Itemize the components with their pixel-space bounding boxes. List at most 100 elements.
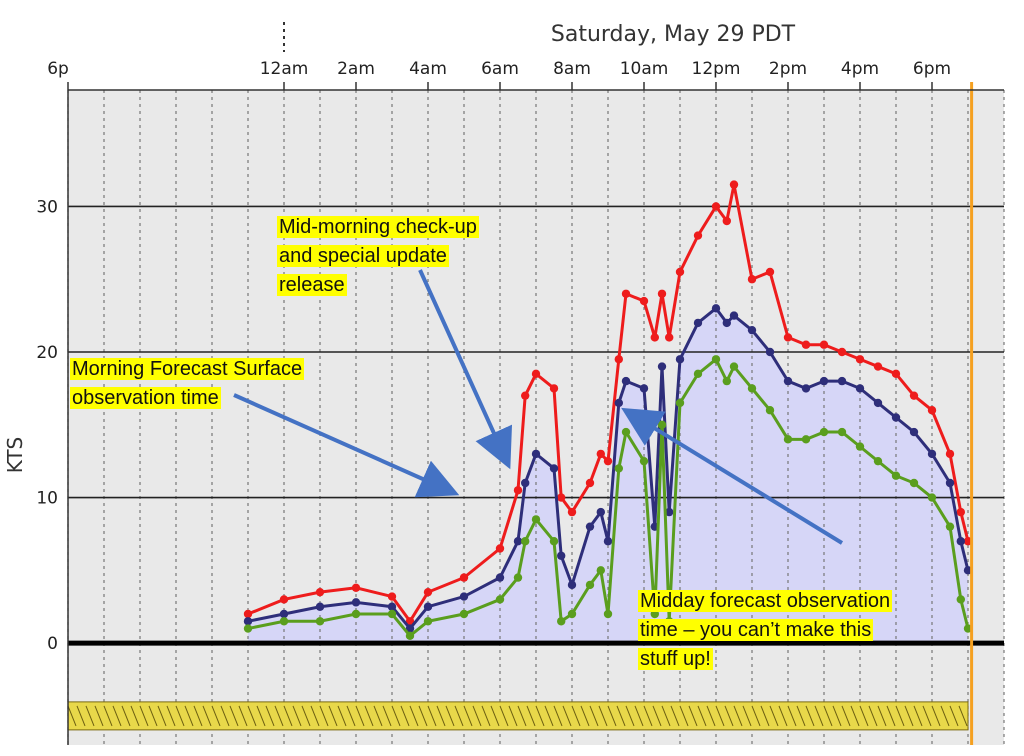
series-point-2 bbox=[315, 617, 325, 626]
direction-arrow bbox=[256, 705, 266, 727]
series-point-0 bbox=[423, 587, 433, 597]
series-point-1 bbox=[351, 598, 361, 607]
series-point-0 bbox=[315, 587, 325, 597]
series-point-1 bbox=[891, 413, 901, 422]
x-tick-label: 2am bbox=[337, 59, 375, 79]
series-point-2 bbox=[657, 420, 667, 429]
series-point-2 bbox=[531, 515, 541, 524]
direction-arrow bbox=[418, 705, 428, 727]
series-point-0 bbox=[405, 617, 415, 626]
direction-arrow bbox=[382, 705, 392, 727]
direction-arrow bbox=[166, 705, 176, 727]
series-point-0 bbox=[665, 333, 674, 342]
direction-arrow bbox=[94, 705, 104, 727]
series-point-2 bbox=[675, 398, 685, 408]
series-point-0 bbox=[747, 275, 757, 284]
series-point-1 bbox=[315, 602, 325, 611]
direction-arrow bbox=[463, 705, 473, 727]
series-point-2 bbox=[567, 609, 577, 619]
x-tick-label: 6pm bbox=[913, 59, 951, 79]
direction-arrow bbox=[949, 705, 959, 727]
annotation-arrow bbox=[418, 269, 513, 470]
direction-arrow bbox=[589, 705, 599, 727]
series-lines bbox=[243, 180, 973, 641]
direction-arrow bbox=[814, 705, 824, 727]
series-point-1 bbox=[956, 537, 965, 546]
series-point-1 bbox=[855, 384, 865, 393]
direction-arrow bbox=[175, 705, 185, 727]
grid-lines bbox=[67, 90, 1005, 745]
y-axis-label: KTS bbox=[3, 437, 27, 473]
series-point-2 bbox=[459, 609, 469, 619]
direction-arrow bbox=[409, 705, 419, 727]
series-point-0 bbox=[855, 355, 865, 364]
series-point-1 bbox=[387, 602, 397, 611]
direction-arrow bbox=[184, 705, 194, 727]
direction-arrow bbox=[706, 705, 716, 727]
direction-arrow bbox=[85, 705, 95, 727]
direction-arrow bbox=[319, 705, 329, 727]
direction-arrow bbox=[607, 705, 617, 727]
series-point-2 bbox=[279, 617, 289, 626]
direction-arrow bbox=[697, 705, 707, 727]
series-point-1 bbox=[567, 580, 577, 590]
series-point-1 bbox=[729, 311, 739, 320]
direction-arrow bbox=[958, 705, 968, 727]
series-point-0 bbox=[693, 231, 703, 240]
x-tick-label: 10am bbox=[620, 59, 669, 79]
annotation-mid-morning: Mid-morning check-up and special update … bbox=[277, 184, 547, 300]
direction-arrow bbox=[670, 705, 680, 727]
series-point-1 bbox=[801, 384, 811, 393]
series-point-2 bbox=[783, 435, 793, 444]
direction-arrow bbox=[67, 705, 77, 727]
direction-arrow bbox=[841, 705, 851, 727]
direction-arrow bbox=[688, 705, 698, 727]
direction-arrow bbox=[247, 705, 257, 727]
series-point-0 bbox=[585, 478, 595, 488]
series-point-2 bbox=[639, 456, 649, 466]
series-point-1 bbox=[693, 318, 703, 328]
direction-arrow bbox=[553, 705, 563, 727]
series-point-2 bbox=[387, 609, 397, 619]
series-point-0 bbox=[614, 355, 623, 364]
series-point-2 bbox=[513, 573, 523, 582]
x-tick-label: 6p bbox=[47, 59, 69, 79]
direction-arrow bbox=[391, 705, 401, 727]
series-point-2 bbox=[693, 369, 703, 379]
series-point-1 bbox=[945, 478, 955, 488]
series-point-0 bbox=[639, 296, 649, 306]
direction-arrow bbox=[859, 705, 869, 727]
series-point-2 bbox=[837, 427, 847, 437]
direction-arrow bbox=[625, 705, 635, 727]
series-point-0 bbox=[650, 333, 659, 342]
direction-arrow bbox=[211, 705, 221, 727]
direction-arrow bbox=[580, 705, 590, 727]
direction-arrow bbox=[733, 705, 743, 727]
direction-arrow bbox=[427, 705, 437, 727]
direction-arrow bbox=[904, 705, 914, 727]
series-point-0 bbox=[956, 507, 965, 517]
direction-arrow bbox=[301, 705, 311, 727]
series-point-1 bbox=[819, 376, 829, 386]
direction-arrow bbox=[877, 705, 887, 727]
annotation-arrows bbox=[233, 269, 844, 545]
series-point-0 bbox=[873, 362, 883, 371]
series-point-0 bbox=[729, 180, 739, 189]
series-point-1 bbox=[603, 537, 613, 546]
direction-arrow bbox=[724, 705, 734, 727]
direction-arrow bbox=[742, 705, 752, 727]
annotation-midday: Midday forecast observation time – you c… bbox=[638, 558, 968, 674]
series-point-0 bbox=[819, 340, 829, 349]
direction-arrow bbox=[868, 705, 878, 727]
series-point-2 bbox=[603, 609, 613, 619]
series-point-0 bbox=[521, 391, 530, 400]
series-point-0 bbox=[722, 216, 731, 226]
series-point-0 bbox=[495, 544, 505, 553]
direction-arrow bbox=[913, 705, 923, 727]
series-point-2 bbox=[956, 595, 965, 604]
series-point-2 bbox=[585, 580, 595, 590]
direction-arrow bbox=[517, 705, 527, 727]
series-point-2 bbox=[855, 442, 865, 451]
direction-arrow bbox=[229, 705, 239, 727]
series-point-2 bbox=[557, 617, 566, 626]
